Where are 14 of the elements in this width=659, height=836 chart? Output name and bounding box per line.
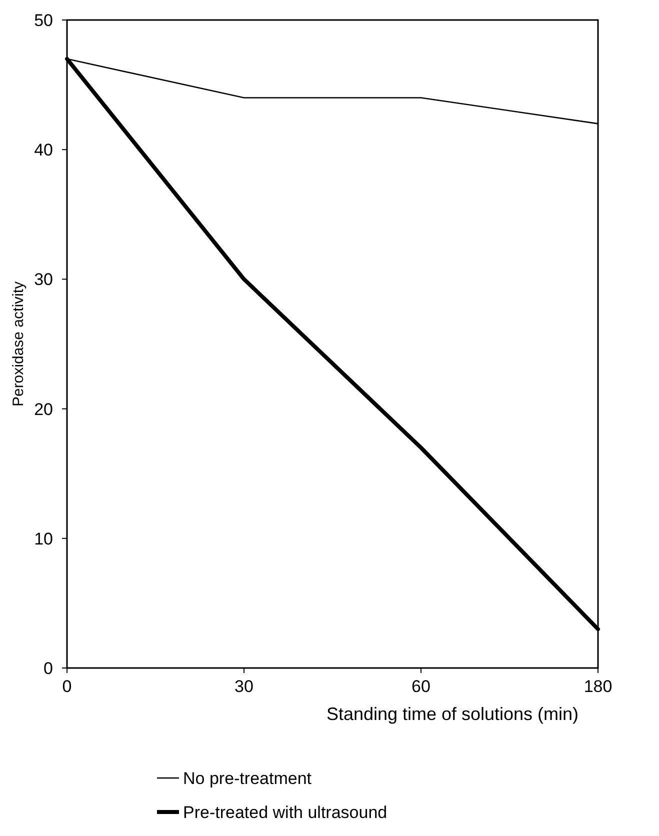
y-tick-label: 50	[34, 10, 53, 30]
x-tick-label: 30	[234, 677, 254, 696]
legend-label: Pre-treated with ultrasound	[183, 802, 388, 822]
x-tick-label: 60	[412, 677, 430, 696]
x-axis-title: Standing time of solutions (min)	[326, 704, 579, 724]
y-tick-label: 30	[34, 270, 53, 290]
y-tick-label: 40	[34, 140, 53, 160]
y-tick-label: 10	[34, 529, 53, 548]
x-tick-label: 180	[584, 677, 612, 696]
y-tick-label: 0	[44, 658, 53, 678]
legend-label: No pre-treatment	[183, 768, 312, 788]
y-tick-label: 20	[34, 400, 53, 419]
x-tick-label: 0	[62, 677, 72, 696]
y-axis-title: Peroxidase activity	[10, 280, 27, 407]
